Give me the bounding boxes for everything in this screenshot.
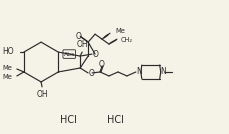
Text: Me: Me <box>114 28 124 34</box>
Text: O: O <box>75 32 81 41</box>
Text: N: N <box>135 68 141 77</box>
Text: O: O <box>88 69 94 79</box>
Text: HCl: HCl <box>60 115 77 125</box>
Text: O: O <box>99 59 104 68</box>
FancyBboxPatch shape <box>63 50 75 58</box>
Text: CH₂: CH₂ <box>120 37 132 43</box>
Text: OH: OH <box>36 90 48 99</box>
Text: N: N <box>159 68 165 77</box>
Text: Abs: Abs <box>63 52 75 57</box>
Text: HO: HO <box>2 47 14 56</box>
Text: O: O <box>92 50 98 59</box>
Text: HCl: HCl <box>107 115 123 125</box>
Text: Me: Me <box>2 74 12 80</box>
Text: Me: Me <box>2 65 12 71</box>
Text: OH: OH <box>76 40 87 49</box>
